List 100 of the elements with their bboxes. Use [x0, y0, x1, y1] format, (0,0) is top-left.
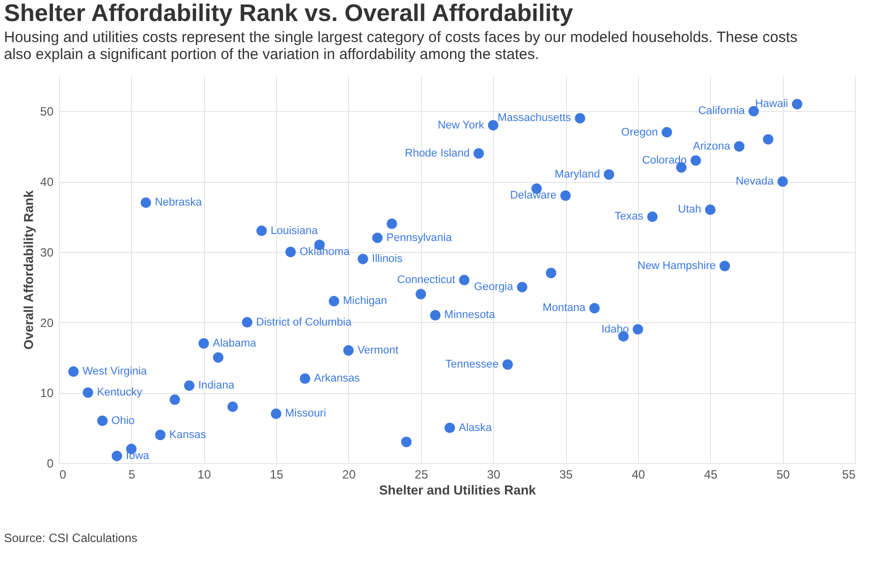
point — [372, 232, 383, 244]
point — [777, 176, 788, 187]
x-tick-label: 10 — [198, 468, 212, 482]
point — [242, 317, 252, 328]
x-tick-label: 45 — [704, 468, 718, 482]
annotation: Kentucky — [96, 386, 143, 399]
source-note: Source: CSI Calculations — [4, 531, 138, 545]
annotation: Montana — [542, 302, 586, 314]
annotation: Massachusetts — [498, 112, 572, 124]
point — [198, 338, 209, 349]
point — [140, 197, 152, 208]
point — [720, 260, 730, 272]
annotation: California — [698, 105, 746, 118]
annotation: Minnesota — [444, 309, 496, 322]
point — [690, 155, 702, 166]
annotation: Kansas — [169, 428, 206, 441]
annotation: District of Columbia — [256, 316, 352, 328]
x-tick-label: 25 — [414, 468, 428, 482]
point — [256, 226, 267, 236]
y-tick-label: 50 — [40, 104, 54, 119]
annotation: Michigan — [342, 295, 388, 308]
annotation: Tennessee — [445, 358, 499, 370]
annotation: Alabama — [212, 337, 258, 350]
annotation: Pennsylvania — [386, 232, 453, 244]
annotation: New York — [438, 119, 485, 132]
point — [386, 218, 398, 229]
annotation: Louisiana — [270, 224, 319, 237]
y-tick-label: 20 — [40, 316, 54, 330]
annotation: Connecticut — [397, 274, 456, 286]
annotation: Hawaii — [755, 98, 788, 110]
annotation: West Virginia — [82, 366, 148, 378]
y-tick-label: 0 — [46, 456, 54, 470]
x-tick-label: 50 — [776, 468, 790, 482]
point — [589, 302, 600, 314]
point — [488, 120, 498, 130]
annotation: Oklahoma — [300, 246, 351, 258]
annotation: Illinois — [372, 252, 403, 265]
point — [227, 401, 238, 412]
point — [212, 352, 224, 363]
point — [82, 387, 94, 398]
annotation: Oregon — [621, 126, 658, 138]
annotation: Vermont — [357, 344, 398, 356]
point — [762, 134, 774, 145]
point — [792, 98, 802, 110]
y-tick-label: 40 — [40, 175, 54, 190]
point — [430, 310, 441, 320]
point — [300, 373, 310, 384]
x-tick-label: 5 — [128, 468, 136, 482]
point — [328, 296, 340, 306]
point — [516, 282, 528, 292]
point — [416, 288, 426, 300]
annotation: Iowa — [126, 450, 150, 462]
point — [604, 169, 614, 180]
point — [112, 450, 122, 462]
annotation: Alaska — [458, 422, 493, 434]
annotation: Texas — [614, 210, 644, 223]
annotation: Ohio — [111, 414, 135, 427]
point — [155, 430, 166, 440]
point — [546, 268, 556, 278]
annotation: Indiana — [198, 380, 236, 392]
point — [285, 246, 296, 258]
chart-title: Shelter Affordability Rank vs. Overall Affordability — [4, 0, 574, 27]
point — [502, 359, 513, 370]
annotation: Missouri — [285, 408, 326, 420]
annotation: Arizona — [692, 140, 732, 152]
x-tick-label: 40 — [632, 468, 646, 482]
point — [574, 112, 586, 124]
point — [170, 394, 180, 405]
point — [184, 380, 194, 391]
annotation: Nevada — [736, 176, 775, 188]
annotation: Maryland — [554, 168, 600, 181]
point — [68, 366, 79, 377]
x-tick-label: 30 — [487, 468, 501, 482]
point — [97, 416, 108, 426]
point — [734, 141, 744, 152]
annotation: Rhode Island — [404, 147, 470, 160]
y-axis-title: Overall Affordability Rank — [21, 190, 36, 350]
annotation: Georgia — [474, 281, 514, 294]
x-tick-label: 20 — [342, 468, 356, 482]
x-tick-label: 0 — [60, 468, 66, 482]
x-tick-label: 15 — [270, 468, 284, 482]
point — [705, 204, 716, 215]
point — [343, 345, 354, 356]
point — [647, 211, 658, 222]
annotation: Colorado — [642, 154, 687, 166]
point — [632, 324, 644, 335]
annotation: Idaho — [601, 323, 629, 336]
chart-subtitle: Housing and utilities costs represent the single largest category of costs faces by our modeled households. These costs also explain a significant portion of the variation in affordability among the states. — [4, 29, 798, 63]
annotation: Arkansas — [314, 372, 360, 385]
point — [560, 190, 571, 201]
y-tick-label: 30 — [40, 245, 54, 260]
annotation: New Hampshire — [637, 260, 716, 272]
point — [458, 274, 470, 286]
point — [444, 422, 456, 434]
point — [270, 408, 282, 419]
annotation: Utah — [678, 204, 702, 216]
x-tick-label: 35 — [559, 468, 574, 482]
y-tick-label: 10 — [40, 386, 54, 400]
point — [662, 127, 672, 138]
annotation: Nebraska — [154, 196, 203, 209]
